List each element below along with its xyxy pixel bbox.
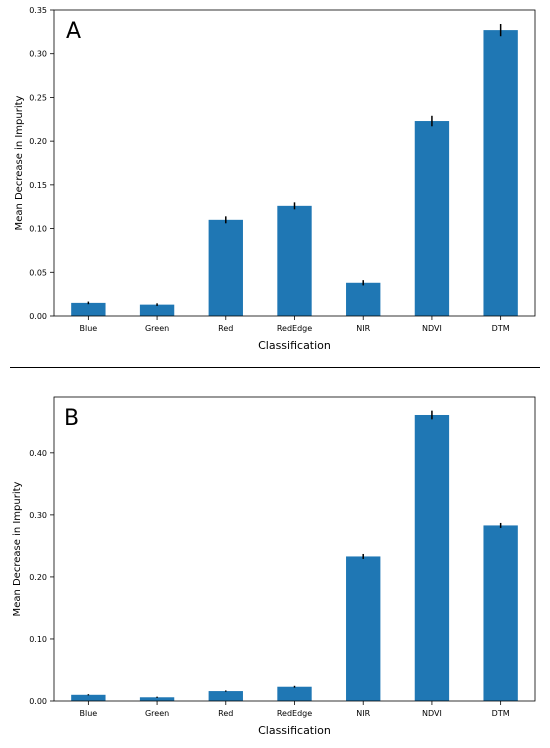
x-tick-label: DTM bbox=[492, 324, 510, 333]
y-tick-label: 0.10 bbox=[29, 635, 47, 644]
axes-frame bbox=[53, 396, 536, 702]
x-tick-label: DTM bbox=[492, 709, 510, 718]
bar-green bbox=[139, 697, 175, 701]
bar-nir bbox=[346, 282, 381, 316]
bar-ndvi bbox=[414, 121, 450, 316]
x-tick-label: RedEdge bbox=[277, 709, 312, 718]
bar-dtm bbox=[483, 525, 518, 701]
x-tick-label: Blue bbox=[80, 709, 98, 718]
x-tick-label: NDVI bbox=[422, 709, 442, 718]
y-tick-label: 0.30 bbox=[29, 511, 47, 520]
y-tick-label: 0.10 bbox=[29, 225, 47, 234]
bar-rededge bbox=[277, 205, 312, 316]
x-tick-label: Green bbox=[145, 324, 169, 333]
y-axis-label: Mean Decrease in Impurity bbox=[14, 95, 25, 230]
chart-panel-b: 0.00 0.10 0.20 0.30 0.40 Blue Green Red RedEdge N… bbox=[0, 375, 550, 744]
panel-label: B bbox=[64, 406, 79, 431]
y-tick-label: 0.15 bbox=[29, 181, 47, 190]
x-tick-label: Blue bbox=[80, 324, 98, 333]
y-tick-label: 0.00 bbox=[29, 312, 47, 321]
y-tick-label: 0.25 bbox=[29, 93, 47, 102]
y-tick-label: 0.20 bbox=[29, 137, 47, 146]
x-tick-label: NDVI bbox=[422, 324, 442, 333]
y-tick-label: 0.00 bbox=[29, 697, 47, 706]
x-tick-label: Green bbox=[145, 709, 169, 718]
y-tick-label: 0.30 bbox=[29, 50, 47, 59]
x-tick-label: Red bbox=[218, 709, 233, 718]
bar-blue bbox=[71, 302, 106, 316]
bar-blue bbox=[71, 694, 106, 701]
y-tick-label: 0.35 bbox=[29, 6, 47, 15]
bar-rededge bbox=[277, 686, 312, 701]
x-axis-label: Classification bbox=[258, 724, 331, 737]
bar-red bbox=[208, 219, 243, 316]
bar-dtm bbox=[483, 30, 518, 316]
x-tick-label: RedEdge bbox=[277, 324, 312, 333]
y-tick-label: 0.40 bbox=[29, 449, 47, 458]
y-axis-label: Mean Decrease in Impurity bbox=[12, 481, 23, 616]
bar-chart-a: 0.00 0.05 0.10 0.15 0.20 0.25 0.30 0.35 Blue Gree… bbox=[14, 6, 536, 352]
x-tick-label: NIR bbox=[356, 709, 370, 718]
panel-label: A bbox=[66, 19, 81, 44]
y-tick-label: 0.20 bbox=[29, 573, 47, 582]
bar-chart-b: 0.00 0.10 0.20 0.30 0.40 Blue Green Red RedEdge N… bbox=[12, 396, 536, 737]
panel-divider bbox=[10, 367, 540, 368]
bar-nir bbox=[346, 556, 381, 701]
x-axis-label: Classification bbox=[258, 339, 331, 352]
x-tick-label: Red bbox=[218, 324, 233, 333]
bar-green bbox=[139, 304, 175, 316]
bar-red bbox=[208, 691, 243, 701]
axes-frame bbox=[53, 9, 536, 317]
bar-ndvi bbox=[414, 414, 450, 701]
y-tick-label: 0.05 bbox=[29, 268, 47, 277]
x-tick-label: NIR bbox=[356, 324, 370, 333]
chart-panel-a: 0.00 0.05 0.10 0.15 0.20 0.25 0.30 0.35 Blue Gree… bbox=[0, 0, 550, 360]
